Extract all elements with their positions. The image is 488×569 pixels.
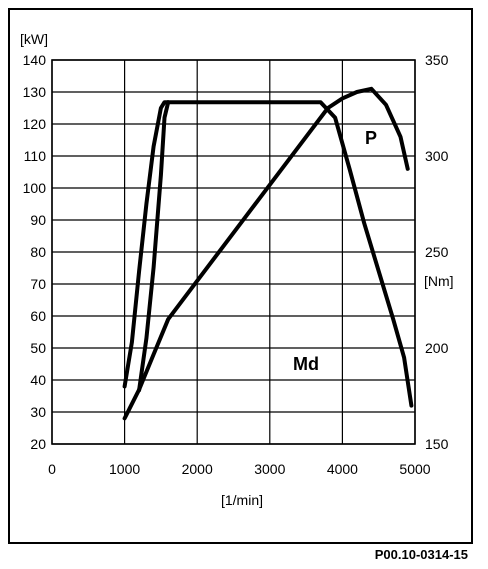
series-label-md: Md (293, 354, 319, 374)
y-left-tick-label: 30 (30, 404, 46, 420)
left-axis-unit: [kW] (20, 31, 48, 47)
axis-ticks: 20 30 40 50 60 70 80 90 100 110 120 130 140 0 1000 2000… (23, 52, 449, 477)
y-left-tick-label: 80 (30, 244, 46, 260)
series-line-p-0 (122, 86, 410, 421)
y-left-tick-label: 40 (30, 372, 46, 388)
x-tick-label: 2000 (182, 461, 213, 477)
y-left-tick-label: 120 (23, 116, 47, 132)
y-left-tick-label: 50 (30, 340, 46, 356)
x-tick-label: 0 (48, 461, 56, 477)
x-tick-label: 3000 (254, 461, 285, 477)
y-left-tick-label: 130 (23, 84, 47, 100)
chart-frame (8, 8, 473, 544)
y-left-tick-label: 110 (24, 148, 47, 164)
y-left-tick-label: 90 (30, 212, 46, 228)
y-right-tick-label: 200 (425, 340, 449, 356)
y-left-tick-label: 100 (23, 180, 47, 196)
grid (51, 59, 416, 445)
y-right-tick-label: 350 (425, 52, 449, 68)
x-axis-label: [1/min] (221, 492, 263, 508)
y-left-tick-label: 70 (30, 276, 46, 292)
curves (122, 86, 414, 421)
plot-border (51, 59, 416, 445)
x-tick-label: 1000 (109, 461, 140, 477)
y-left-tick-label: 60 (30, 308, 46, 324)
figure-code: P00.10-0314-15 (374, 547, 468, 562)
y-right-tick-label: 150 (425, 436, 449, 452)
x-tick-label: 5000 (399, 461, 430, 477)
y-left-tick-label: 140 (23, 52, 47, 68)
x-tick-label: 4000 (327, 461, 358, 477)
y-right-tick-label: 250 (425, 244, 449, 260)
y-right-tick-label: 300 (425, 148, 449, 164)
right-axis-unit: [Nm] (424, 273, 454, 289)
series-line-md-1 (122, 100, 414, 408)
y-left-tick-label: 20 (30, 436, 46, 452)
series-line-md-2 (137, 100, 171, 393)
series-label-p: P (365, 128, 377, 148)
